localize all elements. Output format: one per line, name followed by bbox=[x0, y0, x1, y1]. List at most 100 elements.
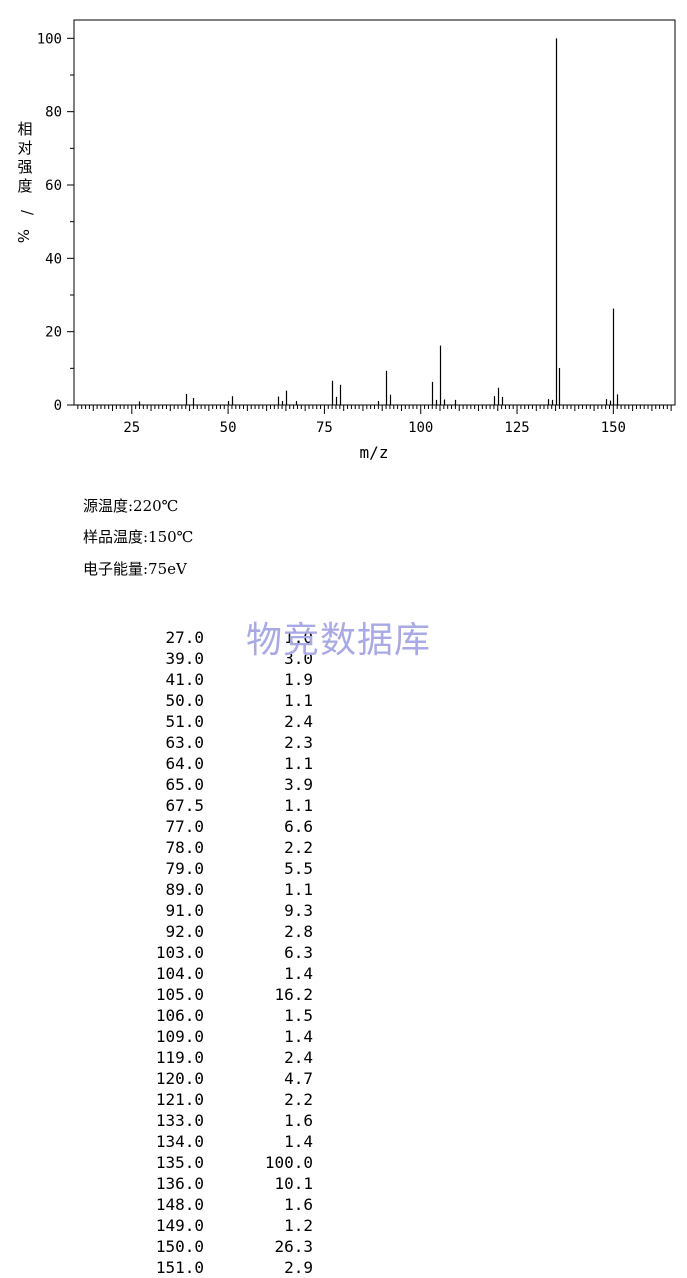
table-row: 136.0 10.1 bbox=[0, 1173, 320, 1194]
mz-value: 63.0 bbox=[165, 733, 204, 752]
mz-value: 104.0 bbox=[155, 964, 204, 983]
table-row: 121.0 2.2 bbox=[0, 1089, 320, 1110]
mz-value: 27.0 bbox=[165, 628, 204, 647]
x-tick-label: 125 bbox=[504, 420, 529, 436]
intensity-value: 1.6 bbox=[284, 1111, 313, 1130]
table-row: 51.0 2.4 bbox=[0, 711, 320, 732]
mz-value: 92.0 bbox=[165, 922, 204, 941]
mz-value: 119.0 bbox=[155, 1048, 204, 1067]
mz-value: 133.0 bbox=[155, 1111, 204, 1130]
intensity-value: 2.3 bbox=[284, 733, 313, 752]
intensity-value: 2.8 bbox=[284, 922, 313, 941]
mz-value: 39.0 bbox=[165, 649, 204, 668]
table-row: 91.0 9.3 bbox=[0, 900, 320, 921]
y-tick-label: 60 bbox=[45, 178, 62, 194]
mz-value: 106.0 bbox=[155, 1006, 204, 1025]
table-row: 67.5 1.1 bbox=[0, 795, 320, 816]
table-row: 27.0 1.0 bbox=[0, 627, 320, 648]
mass-spectrum-chart: 0 20 40 60 80 100 25 50 75 100 125 150 m/z 相对强度/% bbox=[14, 19, 676, 462]
intensity-value: 1.1 bbox=[284, 796, 313, 815]
spectrum-peaks bbox=[138, 38, 619, 405]
intensity-value: 16.2 bbox=[274, 985, 313, 1004]
table-row: 120.0 4.7 bbox=[0, 1068, 320, 1089]
x-tick-label: 50 bbox=[220, 420, 237, 436]
x-axis-ticks: 25 50 75 100 125 150 bbox=[123, 405, 626, 436]
table-row: 105.0 16.2 bbox=[0, 984, 320, 1005]
table-row: 119.0 2.4 bbox=[0, 1047, 320, 1068]
mz-value: 103.0 bbox=[155, 943, 204, 962]
intensity-value: 6.3 bbox=[284, 943, 313, 962]
mz-value: 121.0 bbox=[155, 1090, 204, 1109]
intensity-value: 2.2 bbox=[284, 838, 313, 857]
table-row: 92.0 2.8 bbox=[0, 921, 320, 942]
mz-value: 136.0 bbox=[155, 1174, 204, 1193]
intensity-value: 1.9 bbox=[284, 670, 313, 689]
y-tick-label: 100 bbox=[37, 31, 62, 47]
table-row: 150.0 26.3 bbox=[0, 1236, 320, 1257]
intensity-value: 9.3 bbox=[284, 901, 313, 920]
intensity-value: 1.5 bbox=[284, 1006, 313, 1025]
y-axis-ticks: 0 20 40 60 80 100 bbox=[37, 31, 74, 414]
table-row: 151.0 2.9 bbox=[0, 1257, 320, 1278]
mz-value: 51.0 bbox=[165, 712, 204, 731]
intensity-value: 1.6 bbox=[284, 1195, 313, 1214]
table-row: 39.0 3.0 bbox=[0, 648, 320, 669]
table-row: 89.0 1.1 bbox=[0, 879, 320, 900]
table-row: 64.0 1.1 bbox=[0, 753, 320, 774]
intensity-value: 3.9 bbox=[284, 775, 313, 794]
y-tick-label: 40 bbox=[45, 251, 62, 267]
intensity-value: 1.1 bbox=[284, 880, 313, 899]
mz-value: 151.0 bbox=[155, 1258, 204, 1277]
plot-frame bbox=[73, 19, 676, 406]
intensity-value: 1.0 bbox=[284, 628, 313, 647]
intensity-value: 1.2 bbox=[284, 1216, 313, 1235]
table-row: 149.0 1.2 bbox=[0, 1215, 320, 1236]
intensity-value: 2.4 bbox=[284, 712, 313, 731]
minor-ticks bbox=[70, 74, 672, 411]
intensity-value: 2.2 bbox=[284, 1090, 313, 1109]
table-row: 109.0 1.4 bbox=[0, 1026, 320, 1047]
table-row: 106.0 1.5 bbox=[0, 1005, 320, 1026]
watermark: 物竞数据库 bbox=[246, 620, 432, 661]
mz-value: 79.0 bbox=[165, 859, 204, 878]
mz-value: 41.0 bbox=[165, 670, 204, 689]
table-row: 77.0 6.6 bbox=[0, 816, 320, 837]
mz-value: 135.0 bbox=[155, 1153, 204, 1172]
table-row: 104.0 1.4 bbox=[0, 963, 320, 984]
mz-value: 150.0 bbox=[155, 1237, 204, 1256]
y-tick-label: 80 bbox=[45, 105, 62, 121]
y-tick-label: 0 bbox=[54, 398, 62, 414]
intensity-value: 5.5 bbox=[284, 859, 313, 878]
source-temperature: 源温度:220℃ bbox=[83, 497, 179, 515]
x-tick-label: 25 bbox=[123, 420, 140, 436]
table-row: 63.0 2.3 bbox=[0, 732, 320, 753]
mz-value: 148.0 bbox=[155, 1195, 204, 1214]
y-tick-label: 20 bbox=[45, 325, 62, 341]
mz-value: 65.0 bbox=[165, 775, 204, 794]
table-row: 103.0 6.3 bbox=[0, 942, 320, 963]
intensity-value: 10.1 bbox=[274, 1174, 313, 1193]
intensity-value: 2.9 bbox=[284, 1258, 313, 1277]
intensity-value: 4.7 bbox=[284, 1069, 313, 1088]
intensity-value: 1.1 bbox=[284, 691, 313, 710]
mz-value: 78.0 bbox=[165, 838, 204, 857]
intensity-value: 26.3 bbox=[274, 1237, 313, 1256]
table-row: 135.0 100.0 bbox=[0, 1152, 320, 1173]
intensity-value: 100.0 bbox=[264, 1153, 313, 1172]
intensity-value: 1.4 bbox=[284, 1027, 313, 1046]
mz-value: 89.0 bbox=[165, 880, 204, 899]
x-tick-label: 100 bbox=[408, 420, 433, 436]
sample-temperature: 样品温度:150℃ bbox=[83, 528, 194, 546]
table-row: 50.0 1.1 bbox=[0, 690, 320, 711]
intensity-value: 1.1 bbox=[284, 754, 313, 773]
intensity-value: 1.4 bbox=[284, 1132, 313, 1151]
mz-value: 134.0 bbox=[155, 1132, 204, 1151]
intensity-value: 3.0 bbox=[284, 649, 313, 668]
mz-value: 120.0 bbox=[155, 1069, 204, 1088]
mz-value: 105.0 bbox=[155, 985, 204, 1004]
mz-value: 77.0 bbox=[165, 817, 204, 836]
table-row: 133.0 1.6 bbox=[0, 1110, 320, 1131]
intensity-value: 6.6 bbox=[284, 817, 313, 836]
mz-value: 67.5 bbox=[165, 796, 204, 815]
table-row: 78.0 2.2 bbox=[0, 837, 320, 858]
